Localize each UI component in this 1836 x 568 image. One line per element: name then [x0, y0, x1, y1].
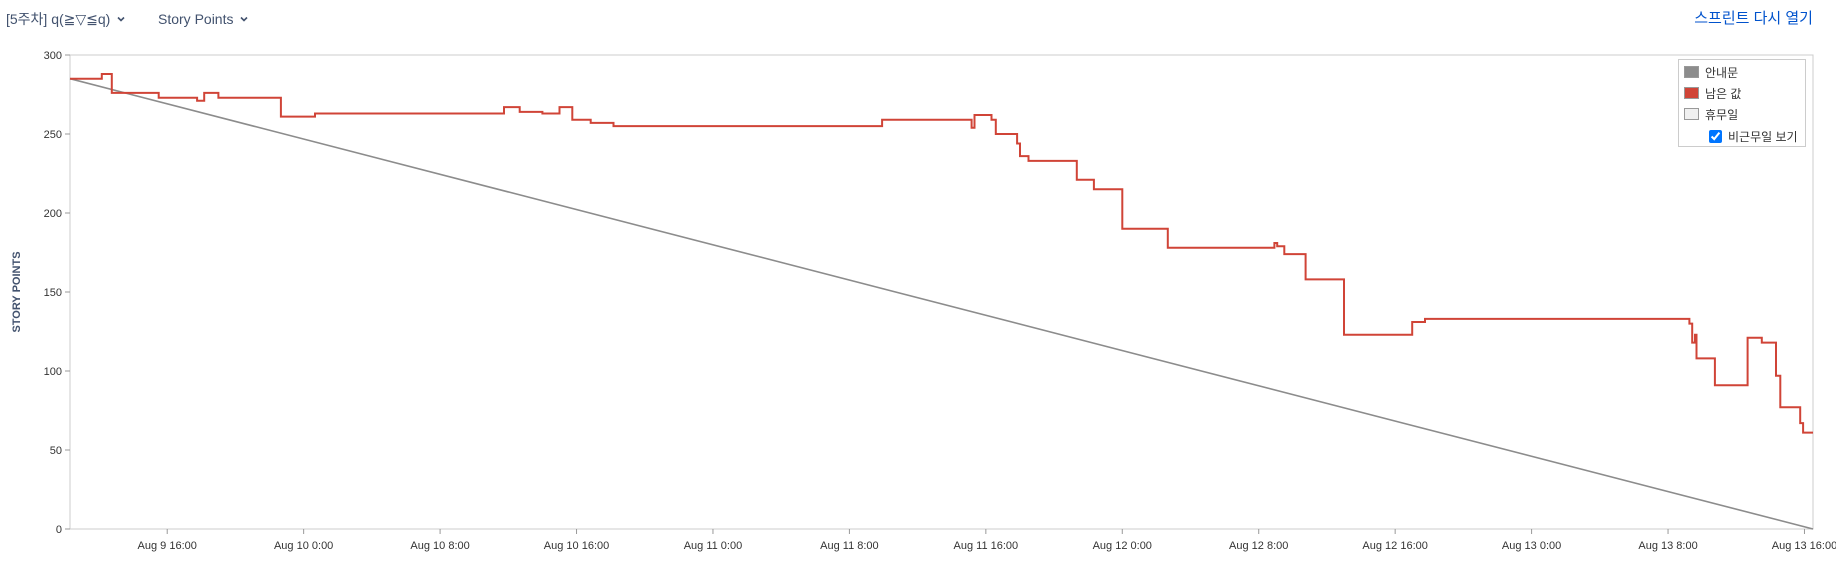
x-tick-label: Aug 11 0:00 — [684, 540, 743, 552]
x-tick-label: Aug 10 0:00 — [274, 540, 333, 552]
legend-swatch-remaining — [1684, 87, 1699, 99]
chevron-down-icon — [240, 16, 249, 22]
plot-area-frame — [69, 54, 1814, 530]
show-nonworking-days-checkbox[interactable] — [1709, 130, 1722, 143]
y-tick-label: 200 — [44, 208, 62, 220]
show-nonworking-days-toggle[interactable]: 비근무일 보기 — [1709, 128, 1798, 145]
chart-toolbar: [5주차] q(≧▽≦q) Story Points 스프린트 다시 열기 — [0, 0, 1836, 40]
x-tick-label: Aug 13 8:00 — [1638, 540, 1697, 552]
y-tick-label: 250 — [44, 129, 62, 141]
y-tick-label: 300 — [44, 50, 62, 62]
sprint-dropdown[interactable]: [5주차] q(≧▽≦q) — [6, 8, 126, 30]
y-tick-label: 50 — [50, 445, 62, 457]
legend-item-remaining: 남은 값 — [1684, 85, 1741, 101]
legend-label-guide: 안내문 — [1705, 65, 1739, 80]
legend-swatch-nonwork — [1684, 108, 1699, 120]
x-tick-label: Aug 13 16:00 — [1772, 540, 1836, 552]
sprint-dropdown-label: [5주차] q(≧▽≦q) — [6, 11, 111, 27]
chevron-down-icon — [117, 16, 125, 22]
x-tick-label: Aug 12 8:00 — [1229, 540, 1288, 552]
x-tick-label: Aug 12 16:00 — [1362, 540, 1427, 552]
burndown-chart-svg: 0 50 100 150 200 250 300 Aug 9 16:00 Aug 10 0:00… — [11, 50, 1836, 552]
x-tick-label: Aug 10 8:00 — [410, 540, 469, 552]
y-tick-label: 100 — [44, 366, 62, 378]
y-tick-label: 0 — [56, 524, 62, 536]
x-tick-label: Aug 9 16:00 — [138, 540, 197, 552]
legend-label-remaining: 남은 값 — [1705, 86, 1742, 101]
burndown-chart: 0 50 100 150 200 250 300 Aug 9 16:00 Aug 10 0:00… — [0, 40, 1836, 563]
x-tick-label: Aug 13 0:00 — [1502, 540, 1561, 552]
x-tick-label: Aug 10 16:00 — [544, 540, 609, 552]
estimation-dropdown[interactable]: Story Points — [158, 8, 249, 30]
x-tick-label: Aug 12 0:00 — [1093, 540, 1152, 552]
remaining-values-series — [70, 73, 1813, 434]
reopen-sprint-link[interactable]: 스프린트 다시 열기 — [1694, 10, 1813, 27]
y-axis-title: STORY POINTS — [11, 251, 23, 332]
chart-legend: 안내문 남은 값 휴무일 비근무일 보기 — [1678, 59, 1806, 147]
estimation-dropdown-label: Story Points — [158, 11, 234, 27]
legend-swatch-guide — [1684, 66, 1699, 78]
legend-item-guide: 안내문 — [1684, 64, 1738, 80]
show-nonworking-days-label: 비근무일 보기 — [1728, 130, 1798, 144]
x-tick-label: Aug 11 8:00 — [820, 540, 879, 552]
x-tick-label: Aug 11 16:00 — [954, 540, 1019, 552]
legend-item-nonwork: 휴무일 — [1684, 106, 1738, 122]
guideline-series — [69, 77, 1814, 530]
y-tick-label: 150 — [44, 287, 62, 299]
legend-label-nonwork: 휴무일 — [1705, 107, 1739, 122]
